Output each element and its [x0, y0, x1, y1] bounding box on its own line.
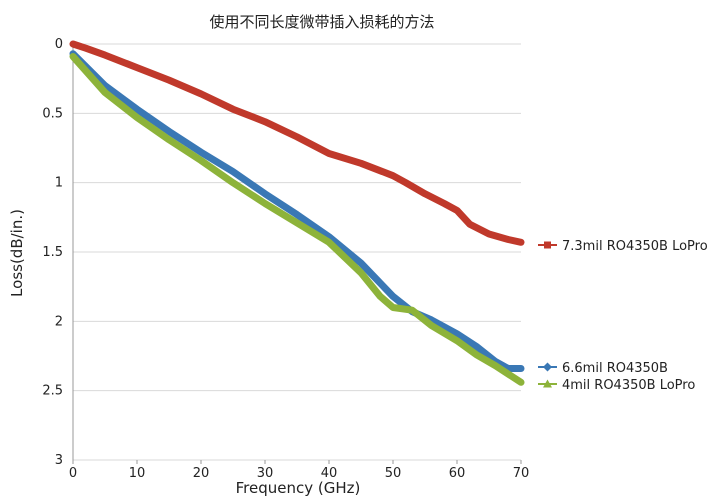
legend-marker-triangle — [543, 379, 552, 388]
y-tick-label: 2.5 — [42, 384, 63, 399]
x-tick-label: 70 — [513, 466, 530, 481]
x-tick-label: 10 — [129, 466, 146, 481]
y-tick-label: 3 — [55, 453, 63, 468]
x-tick-label: 20 — [193, 466, 210, 481]
series-lines — [69, 40, 525, 386]
legend-item-2: 4mil RO4350B LoPro — [538, 378, 695, 393]
y-axis-title: Loss(dB/in.) — [8, 209, 26, 297]
series-line-1 — [69, 50, 525, 372]
x-tick-label: 30 — [257, 466, 274, 481]
x-tick-label: 60 — [449, 466, 466, 481]
series-line-2 — [69, 53, 525, 386]
series-line-0 — [69, 40, 525, 246]
tick-labels: 00.511.522.530 10 20 30 40 50 60 70 — [42, 37, 529, 481]
legend-item-1: 6.6mil RO4350B — [538, 361, 668, 376]
y-tick-label: 1 — [55, 176, 63, 191]
x-tick-label: 50 — [385, 466, 402, 481]
legend-item-0: 7.3mil RO4350B LoPro — [538, 239, 708, 254]
chart-title: 使用不同长度微带插入损耗的方法 — [209, 13, 434, 31]
x-tick-label: 0 — [69, 466, 77, 481]
y-tick-label: 1.5 — [42, 245, 63, 260]
y-tick-label: 2 — [55, 314, 63, 329]
legend: 7.3mil RO4350B LoPro 6.6mil RO4350B 4mil R… — [538, 239, 708, 393]
legend-label: 4mil RO4350B LoPro — [562, 378, 695, 393]
y-tick-label: 0 — [55, 37, 63, 52]
legend-label: 7.3mil RO4350B LoPro — [562, 239, 708, 254]
x-axis-title: Frequency (GHz) — [236, 479, 361, 497]
x-tick-label: 40 — [321, 466, 338, 481]
grid — [72, 43, 522, 464]
y-tick-label: 0.5 — [42, 106, 63, 121]
legend-label: 6.6mil RO4350B — [562, 361, 668, 376]
legend-marker-diamond — [543, 362, 552, 372]
legend-marker-square — [544, 241, 551, 249]
